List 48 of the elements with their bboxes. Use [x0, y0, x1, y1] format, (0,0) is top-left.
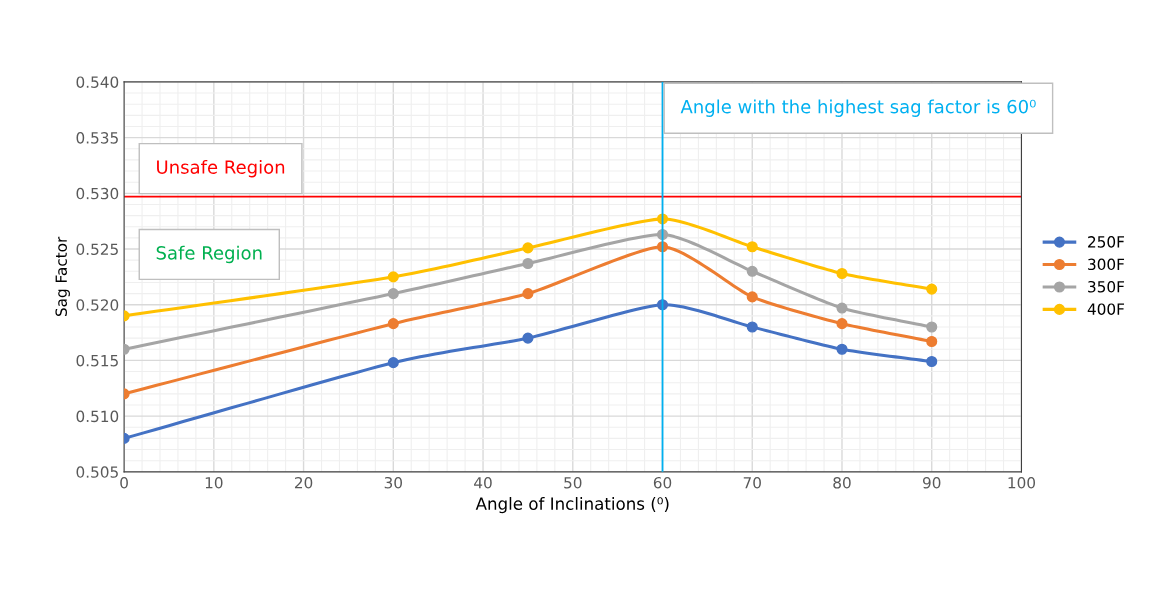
- y-tick-label: 0.525: [76, 243, 118, 256]
- point: [926, 283, 938, 295]
- point: [926, 321, 938, 333]
- point: [746, 241, 758, 253]
- y-axis-title: Sag Factor: [55, 236, 70, 317]
- point: [746, 321, 758, 333]
- annotation: Safe Region: [156, 245, 262, 264]
- x-tick-label: 20: [294, 476, 313, 489]
- x-tick-label: 30: [384, 476, 403, 489]
- point: [836, 318, 848, 330]
- x-tick-label: 80: [833, 476, 851, 489]
- point: [387, 318, 399, 330]
- point: [387, 271, 399, 283]
- point: [387, 357, 399, 369]
- x-tick-label: 70: [743, 476, 761, 489]
- legend-label: 350F: [1088, 280, 1125, 293]
- point: [522, 288, 534, 300]
- annotation: Unsafe Region: [157, 159, 285, 178]
- y-tick-label: 0.530: [76, 187, 119, 200]
- point: [387, 288, 399, 300]
- y-tick-label: 0.505: [76, 466, 118, 478]
- point: [836, 267, 848, 280]
- annotation: Angle with the highest sag factor is 60⁰: [680, 99, 1036, 117]
- x-tick-label: 50: [564, 476, 582, 489]
- point: [926, 355, 938, 368]
- x-tick-label: 100: [1008, 476, 1036, 489]
- point: [926, 335, 938, 348]
- point: [836, 302, 848, 314]
- x-tick-label: 40: [474, 476, 492, 489]
- y-tick-label: 0.535: [76, 132, 118, 144]
- point: [522, 257, 534, 270]
- y-tick-label: 0.540: [76, 76, 119, 88]
- x-tick-label: 10: [205, 476, 223, 489]
- x-tick-label: 0: [120, 476, 128, 489]
- x-axis-title: Angle of Inclinations (⁰): [475, 497, 669, 514]
- x-tick-label: 60: [653, 476, 672, 489]
- legend-label: 250F: [1088, 236, 1125, 248]
- point: [522, 242, 534, 254]
- x-tick-label: 90: [922, 476, 941, 489]
- point: [746, 265, 758, 277]
- point: [746, 291, 758, 303]
- y-tick-label: 0.510: [76, 410, 119, 423]
- legend-label: 400F: [1087, 303, 1125, 315]
- y-tick-label: 0.520: [76, 299, 119, 311]
- point: [836, 343, 848, 355]
- point: [522, 332, 534, 344]
- y-tick-label: 0.515: [76, 354, 118, 367]
- legend-label: 300F: [1088, 258, 1125, 271]
